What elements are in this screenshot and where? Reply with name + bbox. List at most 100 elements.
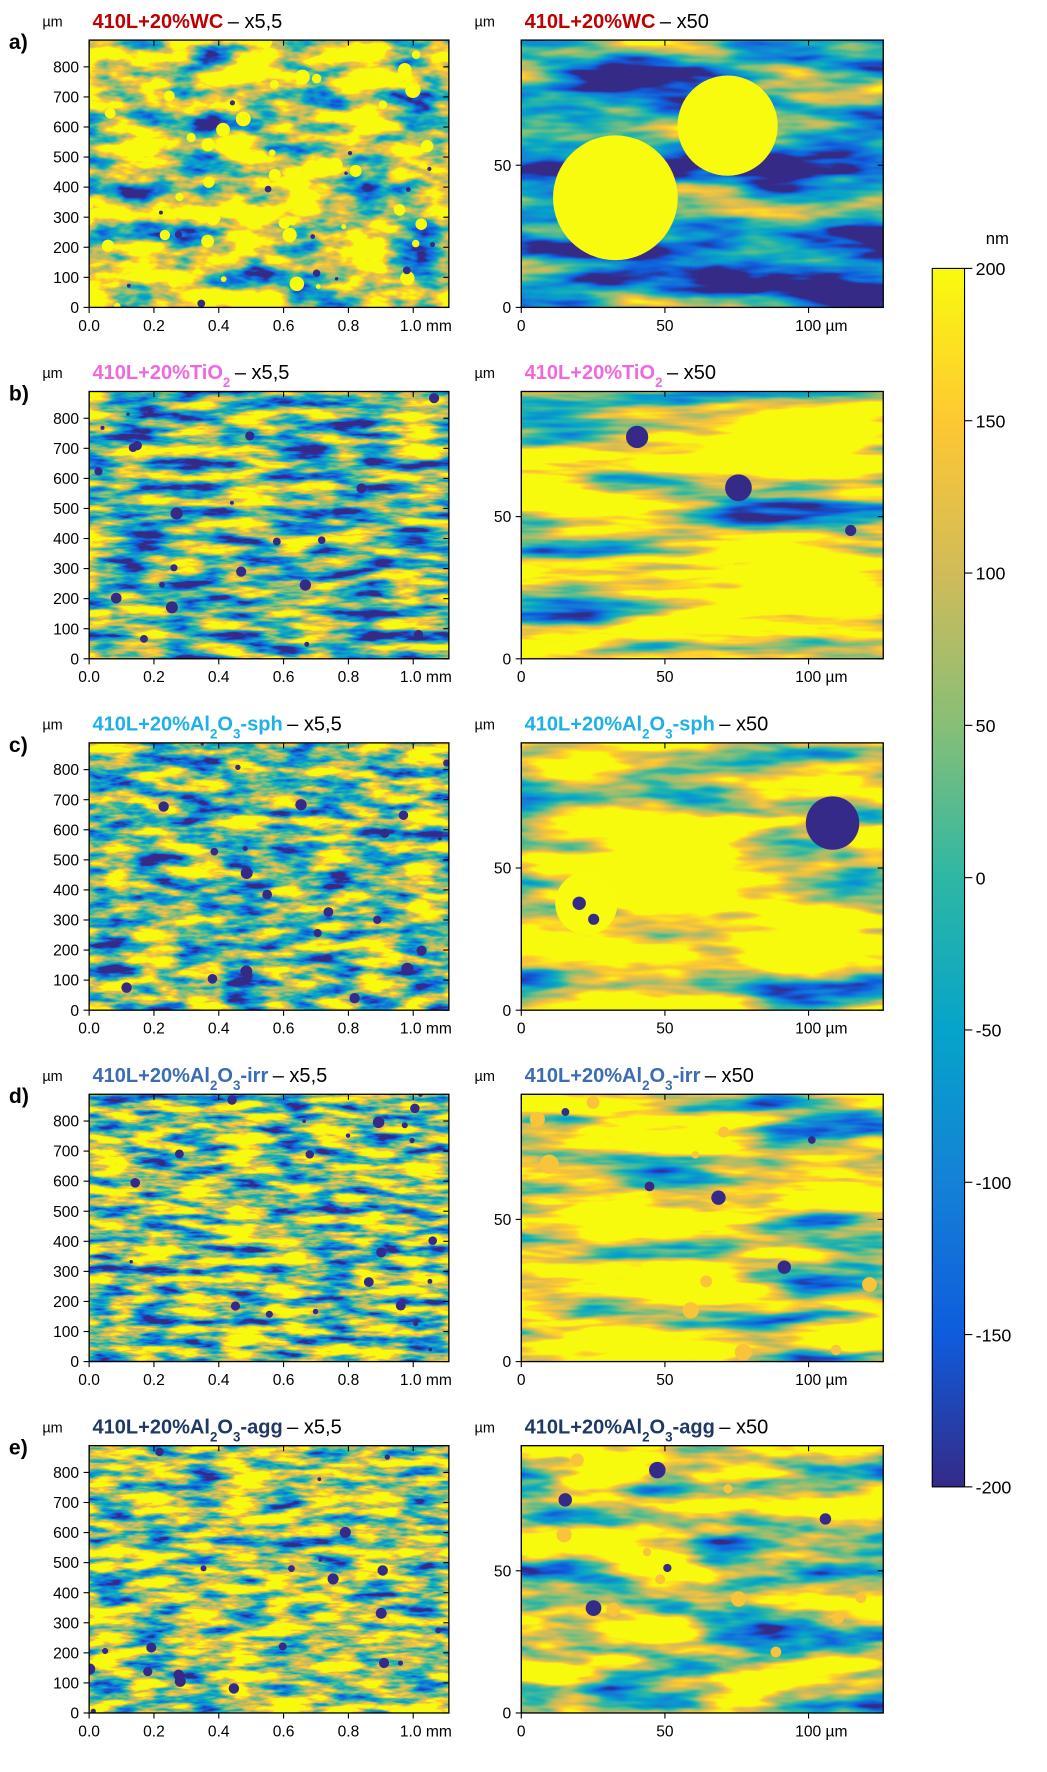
title-part: 410L+20%Al: [92, 714, 209, 736]
x-tick-label: 0.4: [208, 1723, 230, 1740]
title-part: 3: [233, 1078, 240, 1093]
particle: [349, 164, 362, 177]
plot-frame: [88, 390, 450, 660]
y-tick-label: 800: [53, 1114, 79, 1131]
panel-label: c): [9, 734, 28, 757]
pore: [89, 1663, 96, 1675]
title-part: 2: [655, 375, 662, 390]
y-axis-label: µm: [42, 366, 62, 382]
pore: [158, 801, 169, 812]
pore: [807, 1136, 816, 1144]
pore: [377, 1565, 388, 1576]
y-tick-label: 600: [53, 120, 79, 137]
y-tick-label: 100: [53, 270, 79, 287]
x-tick-label: 0.4: [208, 1021, 230, 1038]
particle: [159, 229, 171, 241]
pore: [384, 1454, 391, 1460]
particle: [201, 138, 215, 152]
plot-frame: [88, 1444, 450, 1714]
pore: [317, 1477, 322, 1482]
x-tick-label: 0.6: [273, 1021, 295, 1038]
title-part: O: [217, 1065, 233, 1087]
particle: [171, 272, 179, 280]
y-tick-label: 100: [53, 1324, 79, 1341]
particle: [89, 282, 93, 291]
particle: [770, 1646, 782, 1658]
pore: [197, 299, 206, 308]
x-tick-label: 1.0 mm: [400, 1372, 452, 1389]
title-part: -agg: [673, 1416, 715, 1438]
plot-frame: [520, 1093, 884, 1363]
particle: [168, 277, 178, 288]
title-part: 410L+20%WC: [525, 11, 656, 33]
x-tick-label: 0.4: [208, 318, 230, 335]
y-tick-label: 600: [53, 822, 79, 839]
pore: [200, 1565, 207, 1572]
x-tick-label: 0: [517, 1372, 526, 1389]
pore: [288, 1565, 295, 1572]
pore: [395, 1300, 406, 1311]
plot-frame: [88, 742, 450, 1011]
x-tick-label: 0.8: [338, 1723, 360, 1740]
x-tick-label: 0.0: [78, 318, 100, 335]
particle: [831, 1611, 844, 1624]
particle: [104, 107, 116, 119]
y-tick-label: 0: [503, 1354, 512, 1371]
pore: [302, 1119, 306, 1123]
y-tick-label: 500: [53, 150, 79, 167]
x-tick-label: 0: [517, 669, 526, 686]
particle: [311, 73, 322, 84]
title-suffix: – x5,5: [235, 362, 290, 384]
pore: [711, 1190, 726, 1205]
pore: [380, 828, 390, 838]
pore: [558, 1493, 573, 1507]
surface-map: [521, 1445, 884, 1713]
pore: [344, 171, 348, 176]
pore: [317, 536, 326, 544]
x-tick-label: 100 µm: [795, 1021, 847, 1038]
y-tick-label: 700: [53, 441, 79, 458]
x-tick-label: 1.0 mm: [400, 1021, 452, 1038]
pore: [572, 896, 586, 910]
y-tick-label: 50: [494, 1212, 512, 1229]
x-tick-label: 0.6: [273, 318, 295, 335]
particle: [415, 218, 428, 230]
pore: [349, 993, 360, 1004]
particle: [341, 224, 347, 230]
title-suffix: – x50: [667, 362, 716, 384]
pore: [777, 1260, 791, 1274]
y-tick-label: 100: [53, 621, 79, 638]
pore: [416, 945, 427, 956]
y-tick-label: 0: [70, 1706, 79, 1723]
title-suffix: – x50: [719, 714, 768, 736]
particle: [268, 169, 281, 182]
pore: [429, 393, 440, 404]
y-tick-label: 700: [53, 792, 79, 809]
y-tick-label: 400: [53, 882, 79, 899]
pore: [90, 1708, 96, 1713]
x-tick-label: 0.0: [78, 669, 100, 686]
particle: [175, 192, 184, 202]
particle: [220, 276, 227, 283]
x-tick-label: 0: [517, 1021, 526, 1038]
y-tick-label: 200: [53, 1294, 79, 1311]
y-tick-label: 200: [53, 240, 79, 257]
surface-texture: [521, 1094, 884, 1362]
pore: [94, 467, 103, 476]
particle: [411, 50, 421, 60]
surface-map: [521, 1094, 884, 1362]
pore: [174, 1149, 184, 1159]
particle: [529, 1111, 545, 1127]
pore: [819, 1513, 832, 1525]
x-tick-label: 0.2: [143, 1021, 165, 1038]
pore: [129, 1260, 133, 1264]
y-tick-label: 200: [53, 1645, 79, 1662]
title-part: 3: [665, 1078, 672, 1093]
panel-title: 410L+20%Al2O3-agg – x50: [525, 1416, 769, 1444]
y-tick-label: 300: [53, 913, 79, 930]
pore: [264, 185, 272, 193]
title-part: 2: [210, 726, 217, 741]
pore: [318, 1558, 323, 1562]
panel-label: e): [9, 1437, 28, 1460]
title-part: 410L+20%Al: [525, 714, 642, 736]
